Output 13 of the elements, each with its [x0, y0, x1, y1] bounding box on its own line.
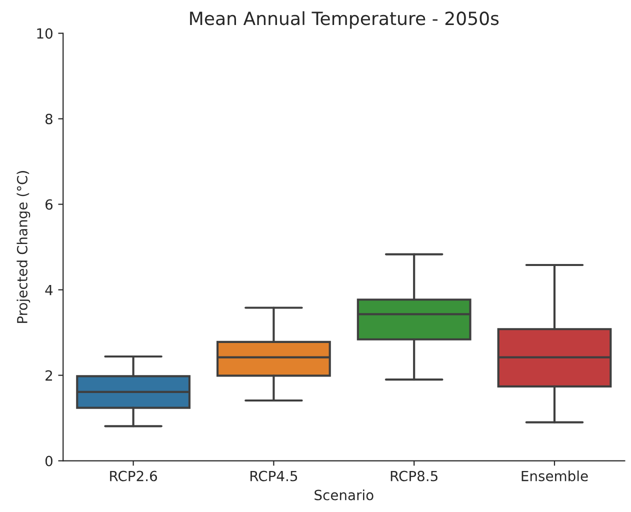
x-tick-label: RCP8.5 — [390, 470, 438, 482]
y-tick-label: 8 — [45, 114, 52, 124]
chart-title: Mean Annual Temperature - 2050s — [190, 11, 499, 29]
y-tick-label: 6 — [46, 199, 53, 210]
y-axis-title: Projected Change (°C) — [16, 171, 30, 323]
y-tick-label: 2 — [46, 370, 52, 381]
x-tick-label: RCP2.6 — [110, 470, 157, 482]
y-tick-label: 4 — [45, 284, 53, 296]
y-tick-label: 0 — [45, 456, 52, 466]
x-axis-title: Scenario — [314, 490, 374, 500]
x-tick-label: RCP4.5 — [250, 470, 298, 482]
x-tick-label: Ensemble — [522, 470, 588, 482]
y-tick-label: 10 — [37, 28, 52, 39]
